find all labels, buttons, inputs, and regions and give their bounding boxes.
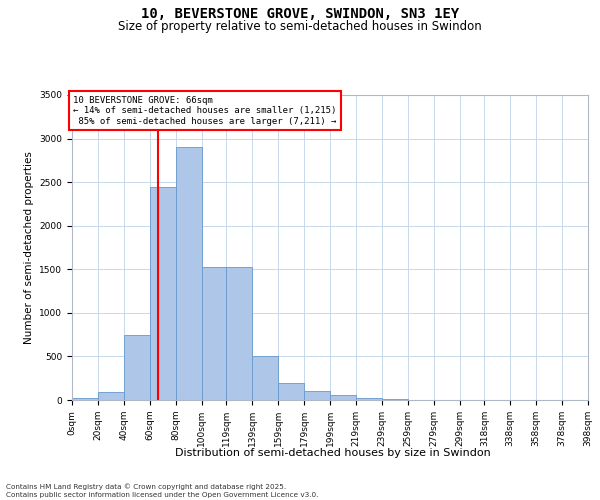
Text: Contains HM Land Registry data © Crown copyright and database right 2025.
Contai: Contains HM Land Registry data © Crown c…: [6, 484, 319, 498]
Bar: [330, 395, 356, 400]
Text: Distribution of semi-detached houses by size in Swindon: Distribution of semi-detached houses by …: [175, 448, 491, 458]
Bar: [72, 398, 98, 400]
Bar: [98, 392, 124, 400]
Text: 10 BEVERSTONE GROVE: 66sqm
← 14% of semi-detached houses are smaller (1,215)
 85: 10 BEVERSTONE GROVE: 66sqm ← 14% of semi…: [73, 96, 337, 126]
Bar: [202, 266, 226, 400]
Bar: [176, 148, 202, 400]
Bar: [124, 334, 150, 400]
Y-axis label: Number of semi-detached properties: Number of semi-detached properties: [24, 151, 34, 344]
Text: 10, BEVERSTONE GROVE, SWINDON, SN3 1EY: 10, BEVERSTONE GROVE, SWINDON, SN3 1EY: [141, 8, 459, 22]
Bar: [150, 186, 176, 400]
Text: Size of property relative to semi-detached houses in Swindon: Size of property relative to semi-detach…: [118, 20, 482, 33]
Bar: [252, 356, 278, 400]
Bar: [226, 266, 252, 400]
Bar: [304, 392, 330, 400]
Bar: [278, 382, 304, 400]
Bar: [356, 398, 382, 400]
